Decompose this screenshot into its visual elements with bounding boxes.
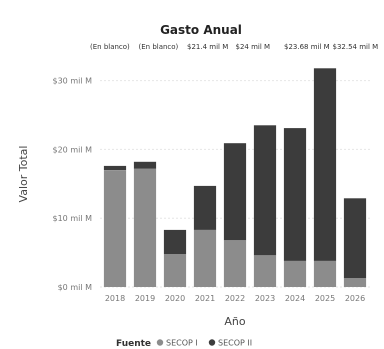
top-label: $24 mil M <box>236 43 271 51</box>
y-axis-title: Valor Total <box>17 146 30 203</box>
x-tick-label: 2023 <box>255 294 275 303</box>
bar-secop-i-2020[interactable] <box>163 254 187 287</box>
bar-secop-ii-2021[interactable] <box>193 185 217 230</box>
bar-secop-i-2025[interactable] <box>313 260 337 287</box>
bar-secop-i-2018[interactable] <box>103 170 127 287</box>
legend-label: SECOP II <box>218 339 252 348</box>
bar-secop-i-2021[interactable] <box>193 229 217 287</box>
x-axis-title: Año <box>224 315 245 328</box>
x-tick-label: 2021 <box>195 294 215 303</box>
bar-secop-ii-2019[interactable] <box>133 161 157 169</box>
top-label: $21.4 mil M <box>187 43 228 51</box>
x-tick-label: 2020 <box>165 294 185 303</box>
y-tick-label: $10 mil M <box>53 214 93 223</box>
x-tick-label: 2022 <box>225 294 245 303</box>
legend: Fuente SECOP I SECOP II <box>116 339 252 349</box>
y-axis-ticks: $0 mil M $10 mil M $20 mil M $30 mil M <box>53 77 93 292</box>
top-labels: (En blanco) (En blanco) $21.4 mil M $24 mil… <box>90 43 378 51</box>
top-label: $23.68 mil M <box>284 43 330 51</box>
legend-marker <box>208 339 216 346</box>
bar-secop-ii-2018[interactable] <box>103 165 127 170</box>
legend-items: SECOP I SECOP II <box>156 339 252 348</box>
bar-secop-i-2024[interactable] <box>283 260 307 287</box>
top-label: (En blanco) <box>90 43 130 51</box>
bar-secop-i-2019[interactable] <box>133 168 157 287</box>
y-tick-label: $0 mil M <box>58 283 93 292</box>
bars <box>103 68 367 287</box>
legend-title: Fuente <box>116 339 151 349</box>
bar-secop-ii-2020[interactable] <box>163 229 187 254</box>
x-tick-label: 2024 <box>285 294 305 303</box>
top-label: (En blanco) <box>139 43 179 51</box>
bar-secop-i-2022[interactable] <box>223 240 247 287</box>
bar-secop-i-2023[interactable] <box>253 255 277 287</box>
x-tick-label: 2019 <box>135 294 155 303</box>
legend-marker <box>156 339 164 346</box>
x-axis-ticks: 2018 2019 2020 2021 2022 2023 2024 2025 2026 <box>105 294 365 303</box>
y-tick-label: $30 mil M <box>53 77 93 86</box>
bar-secop-i-2026[interactable] <box>343 278 367 287</box>
y-tick-label: $20 mil M <box>53 145 93 154</box>
x-tick-label: 2025 <box>315 294 335 303</box>
x-tick-label: 2026 <box>345 294 365 303</box>
x-tick-label: 2018 <box>105 294 125 303</box>
bar-secop-ii-2026[interactable] <box>343 198 367 279</box>
bar-secop-ii-2024[interactable] <box>283 128 307 261</box>
bar-secop-ii-2023[interactable] <box>253 125 277 256</box>
chart-title: Gasto Anual <box>160 23 242 37</box>
legend-label: SECOP I <box>166 339 198 348</box>
bar-secop-ii-2022[interactable] <box>223 143 247 241</box>
bar-secop-ii-2025[interactable] <box>313 68 337 261</box>
top-label: $32.54 mil M <box>333 43 379 51</box>
